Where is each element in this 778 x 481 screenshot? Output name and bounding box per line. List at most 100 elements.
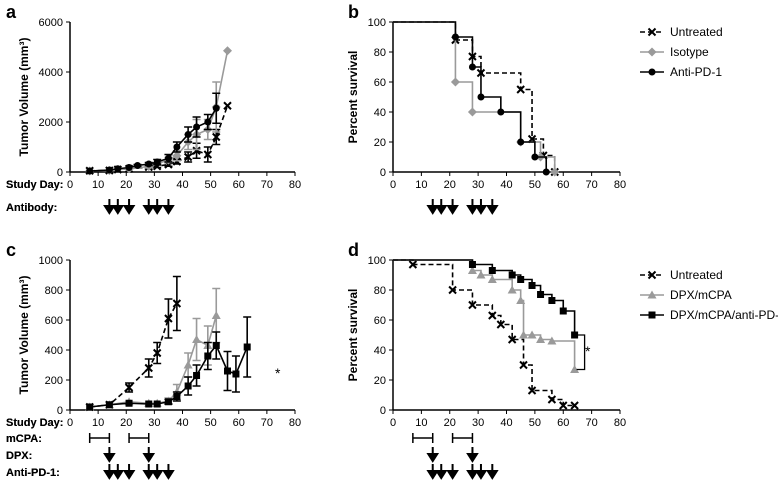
x-tick-label: 80 <box>289 417 301 429</box>
dose-arrow <box>122 199 136 215</box>
x-tick-label: 20 <box>444 417 456 429</box>
x-axis-title: Study Day: <box>6 417 63 429</box>
dose-arrow <box>103 464 116 480</box>
dose-arrow <box>446 464 459 480</box>
dose-arrow <box>466 199 479 215</box>
data-point <box>488 311 497 320</box>
dose-arrow <box>485 199 499 215</box>
data-point <box>496 320 506 329</box>
dose-arrow <box>111 199 125 215</box>
series-line <box>393 259 576 335</box>
data-point <box>144 363 153 373</box>
data-point <box>145 400 153 408</box>
data-point <box>516 85 525 94</box>
dose-arrow <box>446 199 459 215</box>
series-untreated <box>393 259 579 410</box>
data-point <box>86 167 94 175</box>
dose-arrow <box>111 464 125 480</box>
dose-arrow <box>162 199 175 215</box>
data-point <box>203 150 213 159</box>
series-line <box>393 259 575 407</box>
data-point <box>164 314 173 323</box>
data-point <box>86 403 94 411</box>
data-point <box>476 270 486 279</box>
data-point <box>468 63 476 71</box>
x-tick-label: 60 <box>233 179 245 191</box>
x-tick-label: 20 <box>444 179 456 191</box>
x-axis-title: Study Day: <box>6 417 63 429</box>
data-point <box>548 297 556 304</box>
y-tick-label: 100 <box>368 255 386 267</box>
panel-label: a <box>6 2 17 22</box>
dose-arrow <box>162 464 175 480</box>
legend-entry: Anti-PD-1 <box>640 65 722 79</box>
series-anti-pd-1 <box>393 21 550 176</box>
series-dpx-mcpa-anti-pd-1-3x <box>393 259 579 339</box>
x-tick-label: 60 <box>557 179 569 191</box>
series-line <box>393 21 556 172</box>
data-point <box>408 260 418 269</box>
significance-star: * <box>275 365 281 381</box>
legend-label: Untreated <box>670 268 723 282</box>
legend-marker <box>647 47 657 57</box>
legend-marker <box>647 290 657 299</box>
y-tick-label: 600 <box>45 315 63 327</box>
dose-arrow <box>150 464 164 480</box>
legend-entry: Untreated <box>640 268 723 282</box>
y-axis-title: Tumor Volume (mm³) <box>17 276 31 395</box>
dose-range-bar <box>451 433 474 443</box>
data-point <box>211 311 221 319</box>
data-point <box>451 33 459 41</box>
y-tick-label: 0 <box>57 405 63 417</box>
dosing-row-dpx-: DPX: <box>6 447 479 463</box>
dosing-row-anti-pd-1-: Anti-PD-1: <box>6 464 175 480</box>
y-tick-label: 800 <box>45 285 63 297</box>
dosing-row-mcpa-: mCPA: <box>6 433 150 445</box>
series-line <box>393 21 548 172</box>
data-point <box>542 168 550 176</box>
dose-arrow <box>426 447 440 463</box>
y-tick-label: 0 <box>380 167 386 179</box>
dose-arrow <box>426 199 440 215</box>
legend-entry: Isotype <box>640 45 709 59</box>
data-point <box>173 143 181 151</box>
data-point <box>468 300 477 310</box>
dosing-row-mcpa-: mCPA: <box>6 433 474 445</box>
data-point <box>531 153 539 161</box>
data-point <box>450 77 460 87</box>
data-point <box>124 383 134 392</box>
y-tick-label: 200 <box>45 375 63 387</box>
data-point <box>204 118 212 126</box>
data-point <box>528 282 536 289</box>
panel-label: b <box>348 2 359 22</box>
data-point <box>536 335 546 343</box>
data-point <box>152 348 162 358</box>
data-point <box>550 167 560 177</box>
dose-arrow <box>434 464 448 480</box>
dosing-row-antibody-: Antibody: <box>6 199 175 215</box>
data-point <box>212 342 220 349</box>
data-point <box>570 401 579 410</box>
data-point <box>173 393 181 400</box>
data-point <box>114 165 122 173</box>
data-point <box>519 360 528 370</box>
x-tick-label: 40 <box>176 179 188 191</box>
legend-label: Anti-PD-1 <box>670 65 722 79</box>
x-tick-label: 10 <box>415 179 427 191</box>
data-point <box>527 330 537 339</box>
data-point <box>488 267 496 274</box>
data-point <box>507 285 517 294</box>
x-axis-title: Study Day: <box>6 179 63 191</box>
x-tick-label: 70 <box>261 417 273 429</box>
y-tick-label: 60 <box>374 315 386 327</box>
data-point <box>164 154 172 162</box>
dose-arrow <box>474 464 488 480</box>
y-tick-label: 80 <box>374 47 386 59</box>
data-point <box>183 152 193 162</box>
data-point <box>547 336 557 345</box>
x-tick-label: 60 <box>557 417 569 429</box>
dose-arrow <box>474 199 488 215</box>
data-point <box>212 132 221 142</box>
data-point <box>507 335 517 344</box>
data-point <box>224 367 231 375</box>
